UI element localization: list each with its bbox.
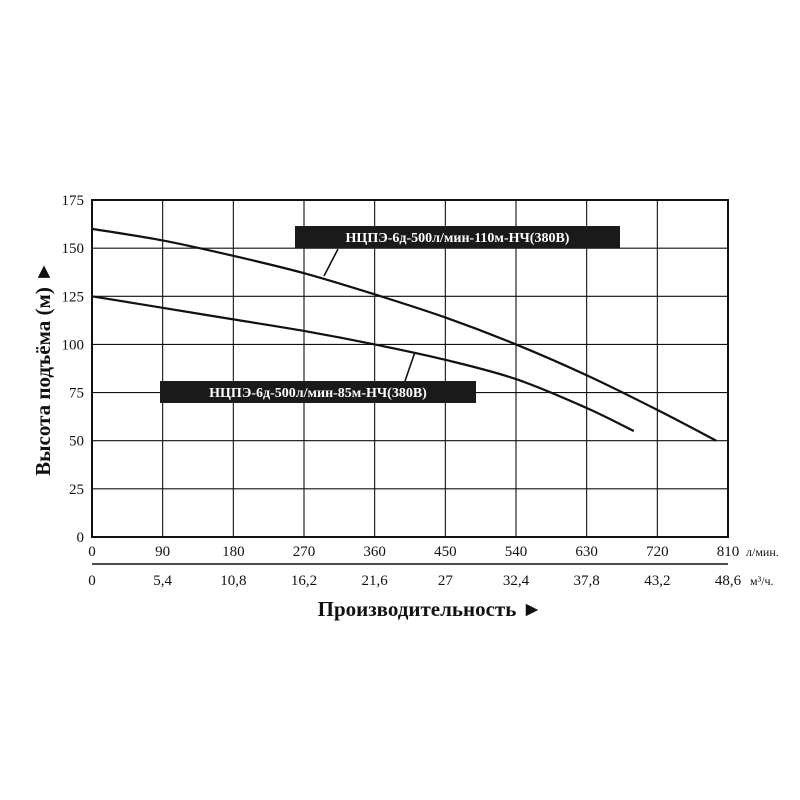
series-name-text: НЦПЭ-6д-500л/мин-110м-НЧ(380В)	[346, 231, 570, 246]
x2-tick-label: 27	[438, 573, 454, 589]
label-box	[295, 226, 620, 248]
x-tick-label: 630	[575, 544, 598, 560]
y-tick-label: 50	[69, 434, 84, 450]
series-layer	[91, 227, 717, 442]
series-line-2	[91, 295, 635, 433]
y-tick-labels: 0 25 50 75 100 125 150 175	[62, 193, 85, 546]
x2-unit-label: м³/ч.	[750, 574, 774, 588]
y-tick-label: 175	[62, 193, 85, 209]
x2-tick-label: 16,2	[291, 573, 317, 589]
x-tick-label: 180	[222, 544, 245, 560]
x-tick-label: 540	[505, 544, 528, 560]
y-tick-label: 75	[69, 386, 84, 402]
x-tick-labels: 0 90 180 270 360 450 540 630 720 810	[88, 544, 739, 560]
plot-frame	[91, 199, 729, 565]
label-leader-line	[404, 351, 416, 382]
plot-border	[91, 199, 729, 538]
label-leader-line	[323, 248, 339, 277]
x-tick-label: 0	[88, 544, 96, 560]
x2-tick-label: 10,8	[220, 573, 246, 589]
series-line-1	[91, 227, 717, 442]
label-box	[160, 381, 476, 403]
x-unit-label: л/мин.	[746, 545, 779, 559]
y-tick-label: 100	[62, 337, 85, 353]
x2-tick-label: 37,8	[574, 573, 600, 589]
y-tick-label: 150	[62, 241, 85, 257]
series-label-2: НЦПЭ-6д-500л/мин-85м-НЧ(380В)	[160, 351, 476, 403]
x-tick-label: 360	[363, 544, 386, 560]
x2-tick-label: 43,2	[644, 573, 670, 589]
y-tick-label: 125	[62, 289, 85, 305]
x-tick-label: 90	[155, 544, 170, 560]
axis-units: л/мин. м³/ч.	[746, 545, 779, 588]
x2-tick-label: 48,6	[715, 573, 742, 589]
x-axis-title: Производительность ►	[318, 597, 543, 621]
y-axis-title: Высота подъёма (м) ►	[31, 261, 55, 476]
x2-tick-label: 21,6	[362, 573, 389, 589]
series-label-1: НЦПЭ-6д-500л/мин-110м-НЧ(380В)	[295, 226, 620, 277]
x-tick-label: 450	[434, 544, 457, 560]
x-tick-label: 720	[646, 544, 669, 560]
x2-tick-label: 0	[88, 573, 96, 589]
x2-tick-labels: 0 5,4 10,8 16,2 21,6 27 32,4 37,8 43,2 48,6	[88, 573, 741, 589]
x2-tick-label: 32,4	[503, 573, 530, 589]
x2-tick-label: 5,4	[153, 573, 172, 589]
series-labels: НЦПЭ-6д-500л/мин-110м-НЧ(380В) НЦПЭ-6д-50…	[160, 226, 620, 403]
y-tick-label: 0	[77, 530, 85, 546]
series-name-text: НЦПЭ-6д-500л/мин-85м-НЧ(380В)	[209, 386, 427, 401]
y-tick-label: 25	[69, 482, 84, 498]
x-tick-label: 270	[293, 544, 316, 560]
x-tick-label: 810	[717, 544, 740, 560]
